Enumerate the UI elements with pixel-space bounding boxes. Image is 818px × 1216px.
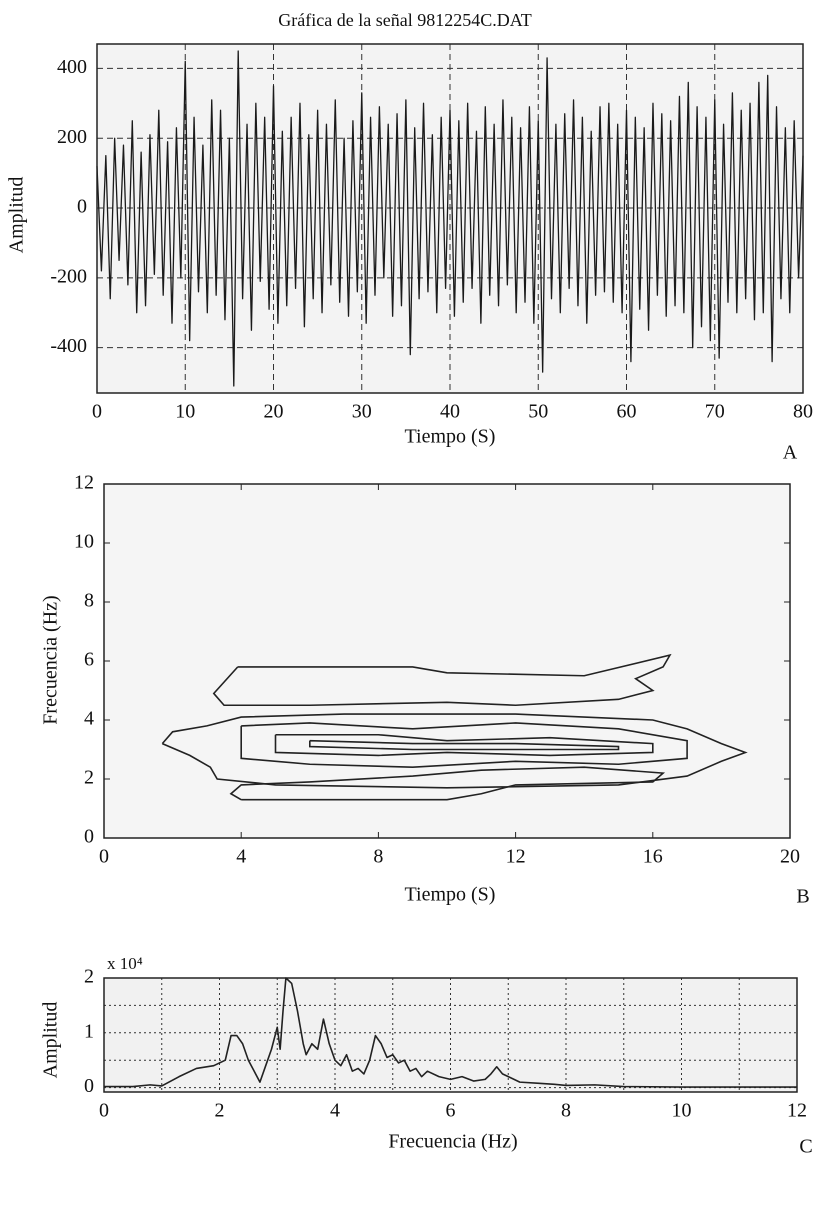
y-axis-label: Frecuencia (Hz) <box>40 595 62 724</box>
y-tick-label: 0 <box>77 196 87 218</box>
x-tick-label: 50 <box>528 401 548 423</box>
x-tick-label: 20 <box>780 846 800 868</box>
y-tick-label: 2 <box>84 767 94 789</box>
plot-area <box>104 484 790 838</box>
y-tick-label: 1 <box>84 1020 94 1042</box>
y-tick-label: 2 <box>84 966 94 988</box>
x-tick-label: 40 <box>440 401 460 423</box>
panel-label: A <box>783 442 798 464</box>
y-tick-label: 12 <box>74 472 94 494</box>
contour-line <box>161 713 748 789</box>
y-tick-label: 4 <box>84 708 94 730</box>
x-axis-label: Tiempo (S) <box>405 426 496 448</box>
x-tick-label: 10 <box>672 1100 692 1122</box>
x-tick-label: 4 <box>236 846 246 868</box>
y-axis-label: Amplitud <box>6 177 28 254</box>
y-tick-label: 6 <box>84 649 94 671</box>
contour-line <box>212 653 672 707</box>
contour-line <box>229 766 666 801</box>
x-tick-label: 30 <box>352 401 372 423</box>
x-tick-label: 16 <box>643 846 663 868</box>
x-tick-label: 6 <box>446 1100 456 1122</box>
signal-line <box>104 977 797 1088</box>
y-tick-label: 400 <box>57 56 87 78</box>
panel-label: C <box>799 1136 812 1158</box>
y-scale-label: x 10⁴ <box>107 954 143 973</box>
y-tick-label: 0 <box>84 1075 94 1097</box>
y-tick-label: -400 <box>50 335 87 357</box>
x-axis-label: Frecuencia (Hz) <box>388 1131 517 1153</box>
x-tick-label: 2 <box>215 1100 225 1122</box>
x-tick-label: 12 <box>787 1100 807 1122</box>
y-tick-label: 0 <box>84 826 94 848</box>
y-tick-label: 200 <box>57 126 87 148</box>
signal-line <box>96 50 804 387</box>
x-tick-label: 8 <box>373 846 383 868</box>
y-tick-label: -200 <box>50 265 87 287</box>
x-tick-label: 80 <box>793 401 813 423</box>
x-tick-label: 20 <box>264 401 284 423</box>
x-tick-label: 12 <box>506 846 526 868</box>
x-tick-label: 0 <box>99 1100 109 1122</box>
x-tick-label: 60 <box>617 401 637 423</box>
plot-frame <box>103 483 791 839</box>
chart-title: Gráfica de la señal 9812254C.DAT <box>278 10 531 30</box>
y-tick-label: 10 <box>74 531 94 553</box>
contour-line <box>309 739 620 751</box>
x-tick-label: 0 <box>99 846 109 868</box>
plot-frame <box>96 43 804 394</box>
x-tick-label: 0 <box>92 401 102 423</box>
contour-line <box>274 733 654 757</box>
x-tick-label: 70 <box>705 401 725 423</box>
x-tick-label: 10 <box>175 401 195 423</box>
x-axis-label: Tiempo (S) <box>405 884 496 906</box>
x-tick-label: 4 <box>330 1100 340 1122</box>
x-tick-label: 8 <box>561 1100 571 1122</box>
plot-frame <box>103 977 798 1093</box>
y-tick-label: 8 <box>84 590 94 612</box>
contour-line <box>240 722 688 769</box>
y-axis-label: Amplitud <box>40 1002 62 1079</box>
panel-label: B <box>796 886 809 908</box>
